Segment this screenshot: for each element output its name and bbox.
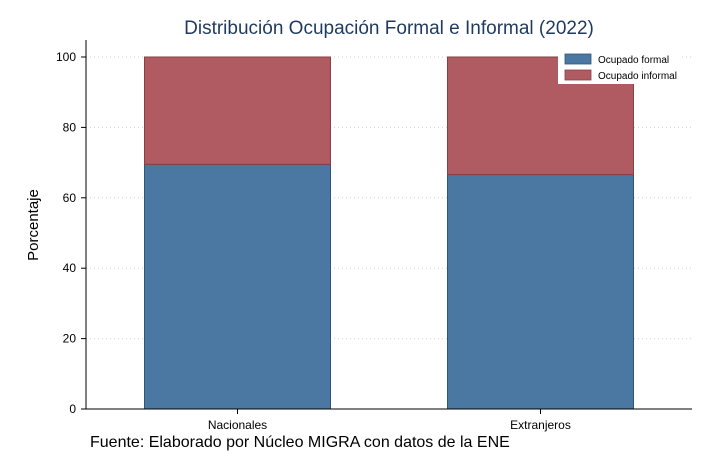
y-tick-label: 0	[69, 402, 76, 416]
x-tick-label: Nacionales	[208, 418, 267, 432]
bar-formal-0	[144, 163, 331, 410]
bar-formal-1	[447, 174, 634, 410]
y-tick-label: 80	[63, 120, 77, 134]
x-ticks: Nacionales Extranjeros	[208, 409, 571, 432]
legend: Ocupado formal Ocupado informal	[558, 48, 682, 84]
y-ticks: 0 20 40 60 80 100	[56, 50, 86, 416]
legend-label-formal: Ocupado formal	[598, 55, 669, 66]
legend-label-informal: Ocupado informal	[598, 71, 677, 82]
y-tick-label: 40	[63, 261, 77, 275]
x-tick-label: Extranjeros	[510, 418, 571, 432]
chart-title: Distribución Ocupación Formal e Informal…	[184, 18, 594, 39]
y-tick-label: 100	[56, 50, 76, 64]
legend-swatch-formal	[564, 53, 592, 65]
y-tick-label: 20	[63, 332, 77, 346]
legend-swatch-informal	[564, 69, 592, 81]
y-axis-label: Porcentaje	[25, 189, 42, 261]
bars	[144, 56, 634, 410]
y-tick-label: 60	[63, 191, 77, 205]
bar-informal-0	[144, 56, 331, 165]
source-note: Fuente: Elaborado por Núcleo MIGRA con d…	[90, 434, 510, 451]
